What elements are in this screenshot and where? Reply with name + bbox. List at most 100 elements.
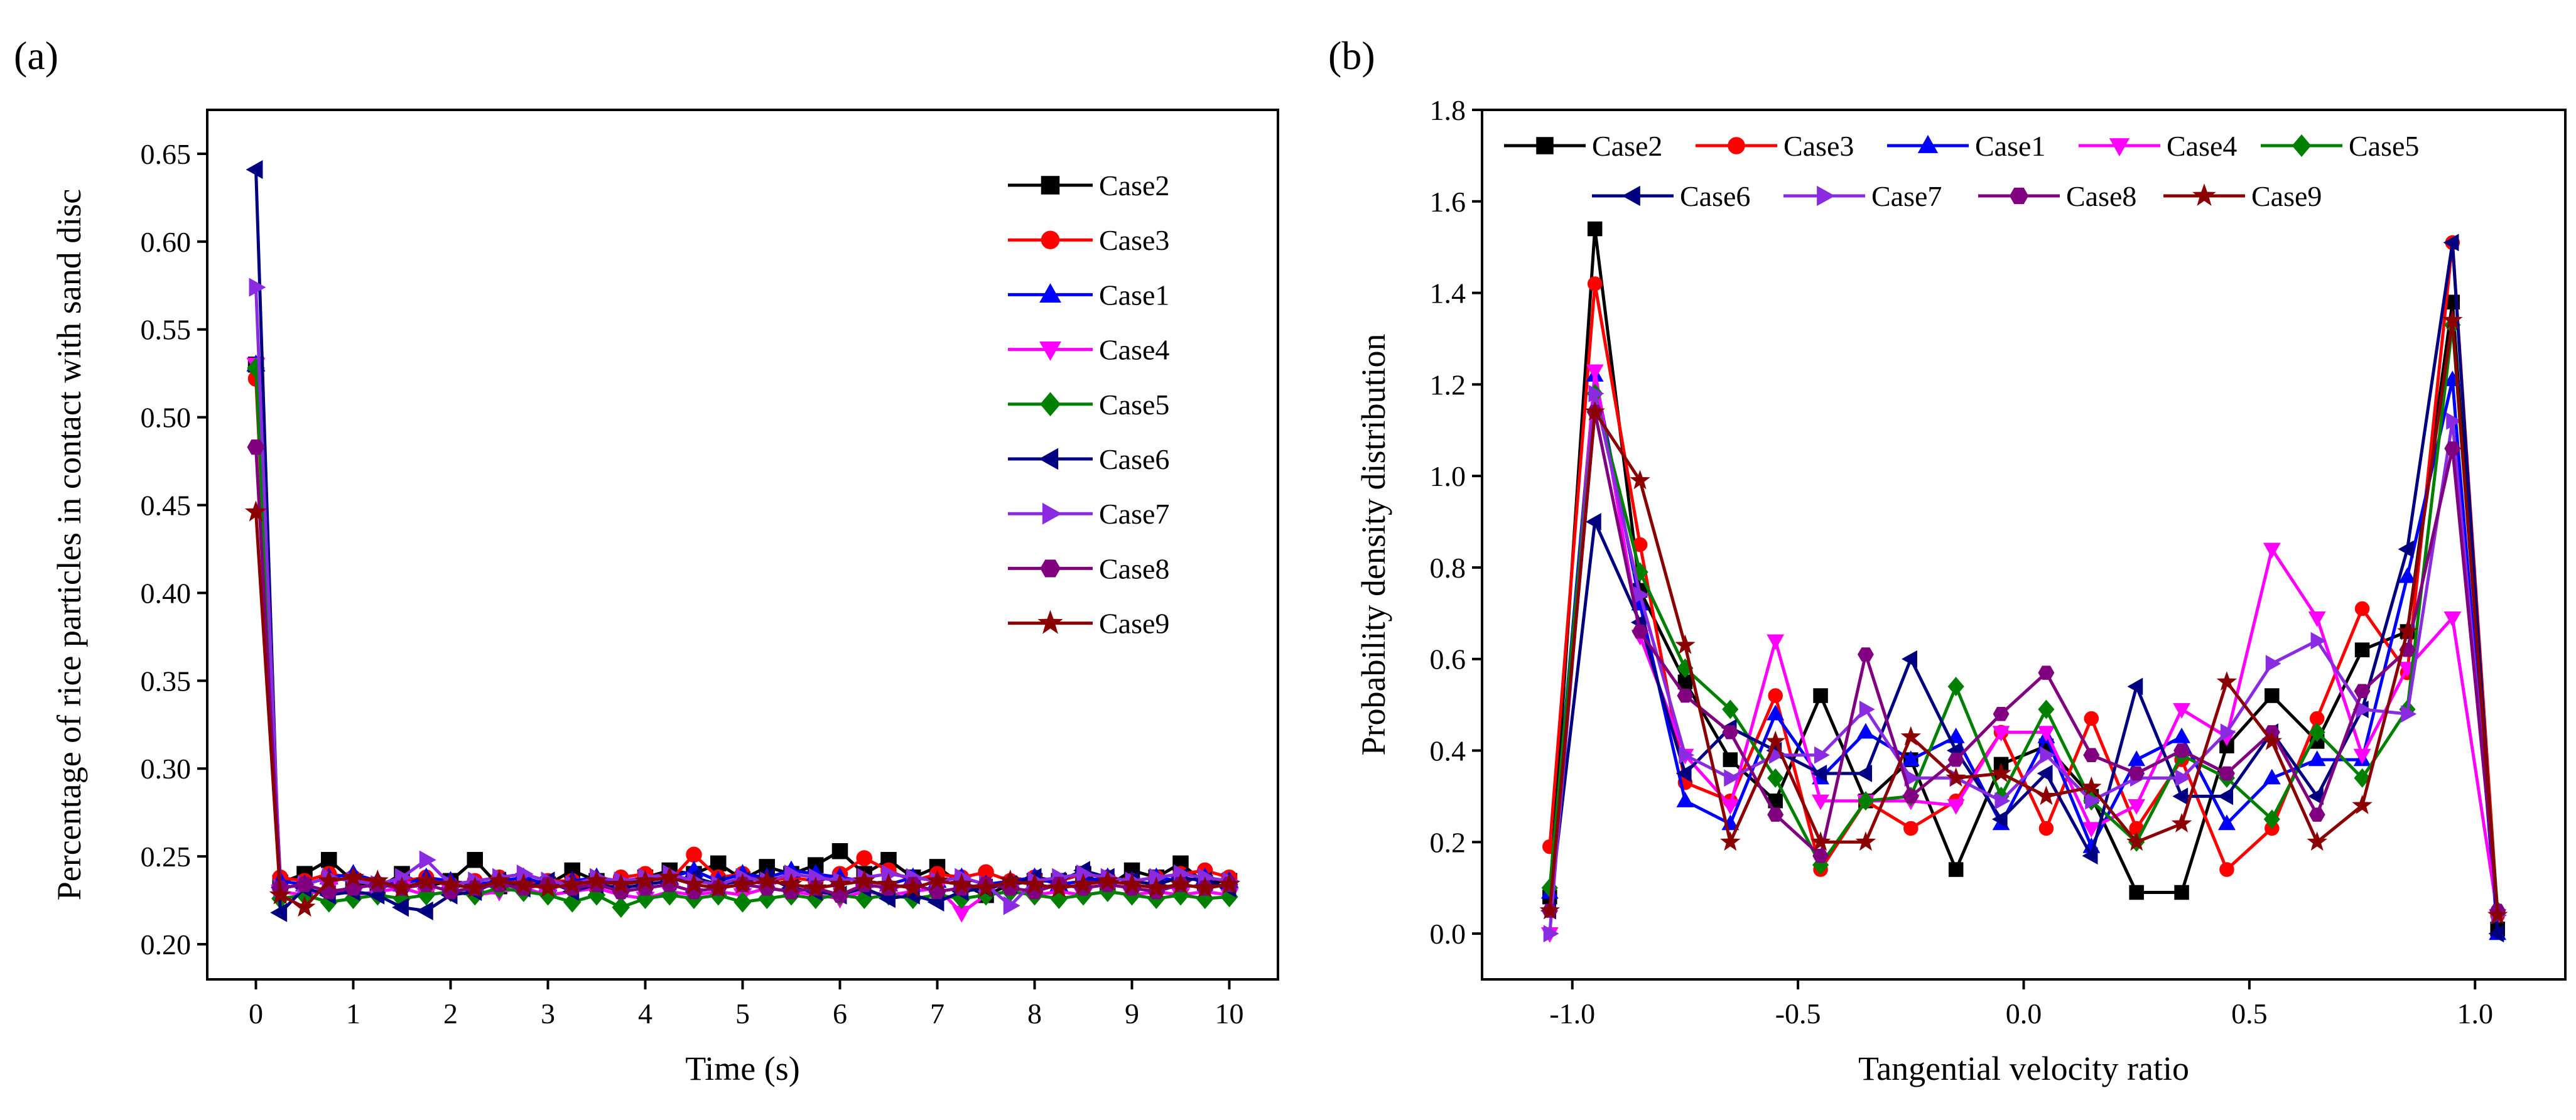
legend-item: Case5 [2261, 130, 2419, 162]
legend-marker [1817, 185, 1836, 207]
data-point [1721, 799, 1740, 815]
data-point [2263, 768, 2281, 785]
legend-item: Case6 [1008, 443, 1169, 475]
legend-item: Case4 [2079, 130, 2237, 162]
data-point [1991, 810, 2008, 828]
data-point [512, 873, 535, 894]
data-point [1724, 769, 1740, 787]
data-point [2354, 642, 2370, 657]
series-line [1548, 318, 2499, 916]
legend-item: Case8 [1008, 552, 1169, 584]
legend-label: Case1 [1099, 279, 1169, 311]
x-axis-title: Tangential velocity ratio [1858, 1050, 2189, 1087]
data-point [634, 869, 657, 891]
data-point [318, 869, 340, 891]
data-point [1632, 624, 1648, 639]
data-point [1003, 896, 1020, 915]
data-point [1947, 799, 1965, 815]
legend-item: Case9 [1008, 608, 1169, 640]
y-tick-label: 0.55 [141, 314, 192, 346]
data-point [2444, 441, 2461, 456]
data-point [1023, 873, 1046, 894]
data-point [366, 869, 389, 891]
data-point [1992, 726, 2010, 742]
data-point [2265, 655, 2281, 672]
data-point [1722, 699, 1739, 719]
data-point [950, 873, 973, 894]
x-tick-label: 0.5 [2231, 998, 2268, 1030]
data-point [561, 873, 583, 894]
legend-marker [1917, 134, 1939, 153]
data-point [2354, 601, 2370, 617]
data-point [2442, 310, 2463, 330]
legend-label: Case3 [1099, 224, 1169, 256]
y-axis-title: Probability density distribution [1355, 334, 1392, 756]
legend-marker [2109, 138, 2130, 157]
series-line [1548, 369, 2499, 934]
x-tick-label: 10 [1215, 998, 1244, 1030]
data-point [2174, 885, 2189, 900]
data-point [1096, 869, 1119, 891]
legend-item: Case2 [1504, 130, 1662, 162]
data-point [1812, 848, 1829, 863]
y-tick-label: 1.6 [1430, 186, 1466, 218]
series-line [254, 364, 1230, 897]
y-tick-label: 0.0 [1430, 918, 1466, 950]
data-point [2352, 794, 2373, 814]
data-point [612, 897, 630, 918]
data-point [926, 869, 949, 891]
data-point [2307, 831, 2327, 851]
data-point [1767, 768, 1784, 788]
legend-marker [1040, 559, 1061, 578]
data-point [2263, 542, 2281, 559]
chart-panel-a: (a) 0 1 2 3 4 5 6 7 8 9 10 0.20 0.25 0.30 0.35 0.40 0.45 0… [14, 33, 1279, 1087]
series-line [1548, 240, 2499, 934]
y-tick-label: 0.60 [141, 226, 192, 258]
legend-marker [1041, 230, 1060, 249]
legend-label: Case9 [1099, 608, 1169, 640]
data-point [2354, 768, 2371, 788]
data-point [2446, 412, 2462, 430]
data-point [2261, 730, 2283, 750]
legend-label: Case1 [1975, 130, 2045, 162]
series-line [1548, 374, 2499, 934]
series-case2 [1542, 221, 2505, 937]
legend-marker [1039, 448, 1059, 470]
series-case9 [244, 500, 1241, 917]
data-point [1585, 513, 1601, 530]
panel-label: (a) [14, 33, 58, 78]
legend-marker [1728, 137, 1745, 154]
data-point [2173, 727, 2190, 743]
data-point [1584, 401, 1605, 421]
legend-item: Case1 [1008, 279, 1169, 311]
legend-item: Case5 [1008, 389, 1169, 421]
legend-marker [2009, 187, 2029, 205]
data-point [1857, 791, 1874, 811]
y-tick-label: 0.65 [141, 138, 192, 170]
data-point [1675, 634, 1696, 654]
data-point [2171, 813, 2192, 833]
legend-marker [1536, 137, 1554, 154]
panel-label: (b) [1328, 33, 1375, 78]
legend-label: Case6 [1099, 443, 1169, 475]
data-point [2443, 611, 2462, 627]
data-point [2128, 750, 2146, 767]
legend-marker [2192, 183, 2216, 207]
series-case7 [1543, 385, 2507, 943]
data-point [733, 891, 752, 913]
y-tick-label: 1.8 [1430, 94, 1466, 126]
data-point [2217, 787, 2234, 805]
series-line [1548, 240, 2499, 916]
data-point [1902, 789, 1919, 804]
data-point [1120, 873, 1144, 894]
data-point [2175, 769, 2191, 787]
series-line [1548, 323, 2499, 911]
data-point [416, 901, 433, 920]
data-point [1859, 701, 1875, 718]
legend: Case2 Case3 Case1 Case4 Case5 Case6 Case7 Case8… [1008, 170, 1169, 640]
data-point [1812, 794, 1829, 810]
legend-label: Case4 [2167, 130, 2237, 162]
series-line [1548, 392, 2499, 934]
legend-item: Case8 [1978, 180, 2136, 212]
legend-marker [2292, 134, 2312, 158]
